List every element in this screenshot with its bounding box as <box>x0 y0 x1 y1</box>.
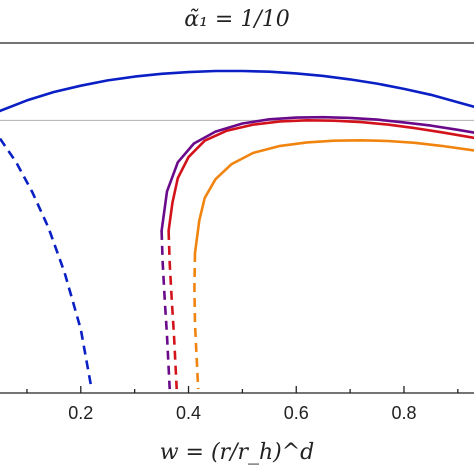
x-tick-label: 0.2 <box>68 403 93 423</box>
chart-title: α̃₁ = 1/10 <box>184 7 290 32</box>
x-axis-label: w = (r/r_h)^d <box>160 440 315 465</box>
series-1-dashed-curve <box>0 137 93 390</box>
series-2-solid-curve <box>160 115 474 233</box>
plot-frame <box>0 42 474 394</box>
x-tick-label: 0.4 <box>176 403 201 423</box>
series-4-dashed-curve <box>193 252 200 390</box>
x-tick-label: 0.8 <box>391 403 416 423</box>
series-4-solid-curve <box>193 139 474 255</box>
series-3-dashed-curve <box>167 230 178 390</box>
series-layer <box>0 69 474 390</box>
series-3-solid-curve <box>167 119 474 233</box>
series-1-solid-curve <box>0 69 474 113</box>
series-2-dashed-curve <box>160 230 171 390</box>
x-axis-ticks: 0.2 0.4 0.6 0.8 <box>26 386 459 423</box>
x-tick-label: 0.6 <box>284 403 309 423</box>
